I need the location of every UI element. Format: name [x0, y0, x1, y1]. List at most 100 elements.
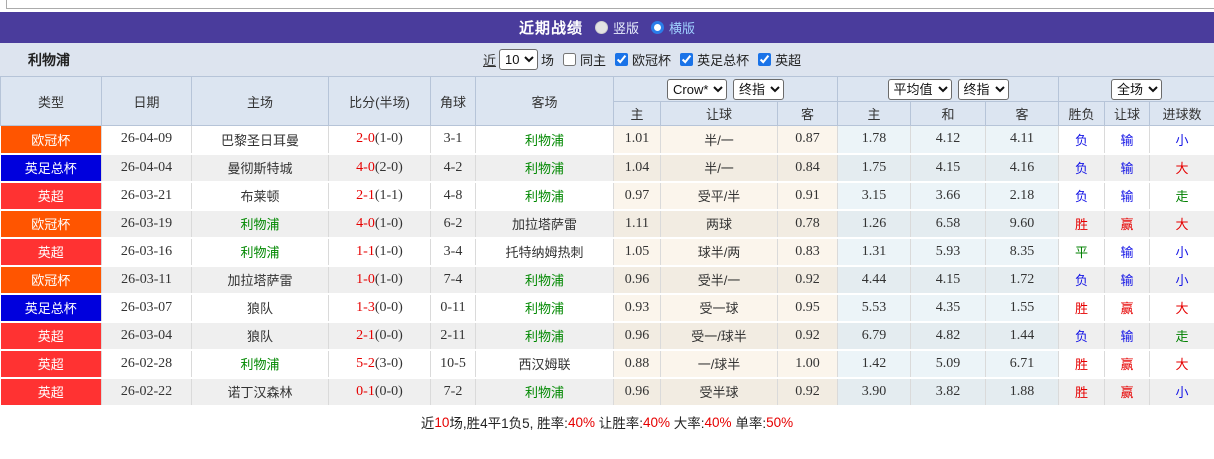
score-cell: 1-1(1-0)	[328, 237, 431, 267]
filter-facup-checkbox[interactable]	[680, 53, 694, 66]
subheader-asia-away: 客	[776, 101, 839, 126]
subheader-wdl: 胜负	[1058, 101, 1106, 126]
wdl-result-label: 胜	[1075, 357, 1089, 372]
home-team-label: 加拉塔萨雷	[227, 273, 293, 288]
halftime-score: (1-0)	[374, 271, 403, 287]
score-cell: 5-2(3-0)	[328, 349, 431, 379]
corner-score: 4-8	[430, 181, 476, 211]
corner-score: 7-2	[430, 377, 476, 407]
corner-score: 7-4	[430, 265, 476, 295]
radio-vertical-icon[interactable]	[594, 21, 608, 34]
goals-result-label: 大	[1175, 357, 1189, 372]
table-row: 英超 26-02-28 利物浦 5-2(3-0) 10-5 西汉姆联 0.88 …	[0, 349, 1214, 379]
halftime-score: (0-0)	[374, 299, 403, 315]
fulltime-score: 2-1	[356, 327, 375, 343]
asia-away-odds: 0.95	[776, 293, 839, 323]
halftime-score: (0-0)	[374, 383, 403, 399]
header-corner: 角球	[430, 76, 476, 126]
layout-radio-horizontal[interactable]: 横版	[651, 18, 695, 37]
handicap-result-label: 赢	[1120, 301, 1134, 316]
euro-away-odds: 6.71	[985, 349, 1060, 379]
asia-away-odds: 0.87	[776, 125, 839, 155]
asia-handicap: 半/一	[660, 153, 778, 183]
goals-result-label: 小	[1175, 132, 1189, 148]
games-suffix-label: 场	[541, 53, 555, 68]
asia-home-odds: 0.96	[613, 265, 661, 295]
same-home-checkbox[interactable]	[563, 53, 577, 66]
wdl-result: 负	[1058, 181, 1106, 211]
asia-handicap: 受半球	[660, 377, 778, 407]
radio-horizontal-icon[interactable]	[651, 21, 664, 34]
wdl-result-label: 负	[1075, 273, 1089, 288]
goals-result: 小	[1149, 377, 1214, 407]
subheader-asia-handicap: 让球	[660, 101, 778, 126]
filter-ucl-label[interactable]: 欧冠杯	[632, 53, 672, 68]
table-row: 英超 26-02-22 诺丁汉森林 0-1(0-0) 7-2 利物浦 0.96 …	[0, 377, 1214, 407]
home-team-label: 利物浦	[240, 357, 280, 372]
handicap-result-label: 输	[1120, 161, 1134, 176]
home-team: 狼队	[191, 293, 329, 323]
layout-radio-vertical[interactable]: 竖版	[594, 18, 639, 37]
games-count-select[interactable]: 10	[499, 49, 539, 70]
wdl-result: 胜	[1058, 293, 1106, 323]
radio-vertical-label[interactable]: 竖版	[612, 21, 639, 36]
wdl-result-label: 负	[1075, 132, 1089, 148]
league-badge: 欧冠杯	[0, 125, 102, 155]
away-team: 托特纳姆热刺	[475, 237, 614, 267]
goals-result-label: 小	[1175, 385, 1189, 400]
wdl-result-label: 负	[1075, 189, 1089, 204]
fulltime-score: 2-0	[356, 131, 375, 147]
handicap-result: 赢	[1104, 293, 1151, 323]
corner-score: 10-5	[430, 349, 476, 379]
away-team: 利物浦	[475, 377, 614, 407]
filter-facup-label[interactable]: 英足总杯	[697, 53, 750, 68]
filter-epl-label[interactable]: 英超	[775, 53, 802, 68]
goals-result-label: 小	[1175, 273, 1189, 288]
away-team-label: 利物浦	[524, 189, 564, 204]
subheader-euro-away: 客	[985, 101, 1060, 126]
corner-score: 3-1	[430, 125, 476, 155]
away-team-label: 利物浦	[524, 301, 564, 316]
corner-score: 4-2	[430, 153, 476, 183]
home-team-label: 狼队	[246, 329, 273, 344]
radio-horizontal-label[interactable]: 横版	[669, 21, 696, 36]
away-team: 西汉姆联	[475, 349, 614, 379]
league-badge: 英超	[0, 181, 102, 211]
subheader-euro-home: 主	[837, 101, 912, 126]
filter-ucl-checkbox[interactable]	[615, 53, 629, 66]
asia-odds-time-select[interactable]: 终指	[733, 78, 784, 100]
near-games-link[interactable]: 近	[483, 53, 497, 68]
league-badge: 英超	[0, 237, 102, 267]
away-team: 加拉塔萨雷	[475, 209, 614, 239]
same-home-label[interactable]: 同主	[580, 53, 607, 68]
league-badge: 欧冠杯	[0, 209, 102, 239]
euro-draw-odds: 3.66	[910, 181, 987, 211]
euro-home-odds: 6.79	[837, 321, 912, 351]
subheader-handicap-result: 让球	[1104, 101, 1151, 126]
league-badge: 英超	[0, 377, 102, 407]
goals-result-label: 大	[1175, 217, 1189, 232]
asia-bookmaker-select[interactable]: Crow*	[667, 78, 727, 100]
euro-bookmaker-select[interactable]: 平均值	[887, 78, 952, 100]
league-badge: 英足总杯	[0, 293, 102, 323]
wdl-result: 胜	[1058, 377, 1106, 407]
halftime-score: (0-0)	[374, 327, 403, 343]
league-badge: 欧冠杯	[0, 265, 102, 295]
asia-away-odds: 0.92	[776, 321, 839, 351]
recent-results-table: 类型 日期 主场 比分(半场) 角球 客场 Crow* 终指 平均值 终指 全场	[0, 76, 1214, 407]
handicap-result: 输	[1104, 237, 1151, 267]
table-row: 英超 26-03-04 狼队 2-1(0-0) 2-11 利物浦 0.96 受一…	[0, 321, 1214, 351]
euro-away-odds: 8.35	[985, 237, 1060, 267]
euro-odds-time-select[interactable]: 终指	[957, 78, 1009, 100]
euro-draw-odds: 4.82	[910, 321, 987, 351]
asia-home-odds: 1.01	[613, 125, 661, 155]
wdl-result: 平	[1058, 237, 1106, 267]
asia-handicap: 受一球	[660, 293, 778, 323]
away-team: 利物浦	[475, 293, 614, 323]
euro-home-odds: 3.90	[837, 377, 912, 407]
filter-epl-checkbox[interactable]	[758, 53, 772, 66]
top-border-horizontal	[6, 8, 1214, 9]
euro-home-odds: 4.44	[837, 265, 912, 295]
asia-away-odds: 0.84	[776, 153, 839, 183]
result-scope-select[interactable]: 全场	[1111, 78, 1163, 100]
